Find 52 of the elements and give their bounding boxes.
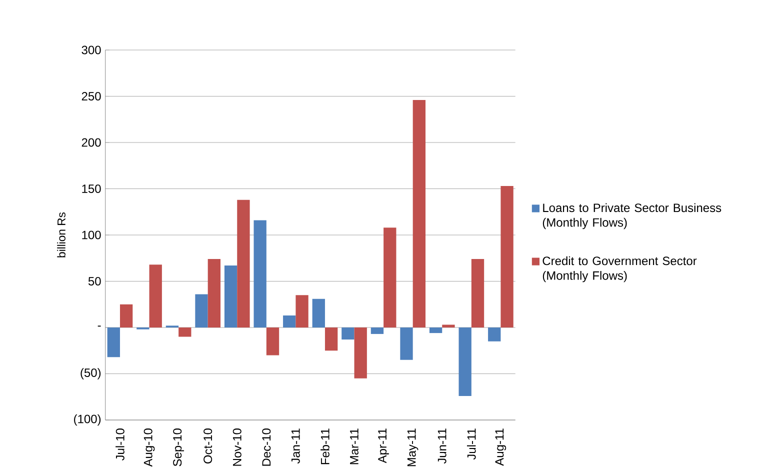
y-tick-label: 150 <box>82 184 101 194</box>
x-tick-label: Jun-11 <box>438 428 446 464</box>
bar <box>458 328 472 396</box>
bar <box>370 328 384 334</box>
x-tick-label: Sep-10 <box>173 428 184 466</box>
y-tick-label: 300 <box>82 46 101 54</box>
x-tick-label: Aug-11 <box>495 428 506 466</box>
x-tick-label: Oct-10 <box>204 428 212 464</box>
bar <box>149 264 162 328</box>
bar <box>429 328 442 334</box>
bar <box>342 328 354 340</box>
x-tick-label: Jan-11 <box>292 428 300 464</box>
y-axis-title: billion Rs <box>57 212 66 258</box>
bar <box>324 328 338 351</box>
bar <box>471 259 484 328</box>
x-tick-label: May-11 <box>407 428 418 466</box>
bar <box>120 304 133 328</box>
bar <box>283 316 296 328</box>
bar <box>354 328 367 378</box>
y-tick-label: 100 <box>82 230 101 240</box>
y-tick-label: (50) <box>80 368 101 380</box>
x-tick-label: Nov-10 <box>232 428 242 466</box>
x-tick-label: Apr-11 <box>378 428 389 464</box>
x-tick-label: Feb-11 <box>320 428 330 464</box>
bar <box>488 328 501 342</box>
y-tick-label: - <box>98 326 101 327</box>
x-tick-label: Dec-10 <box>262 428 271 466</box>
bar <box>224 266 238 328</box>
y-tick-label: 50 <box>88 277 101 286</box>
bar <box>442 324 455 328</box>
bar <box>237 200 250 328</box>
bar <box>400 328 413 360</box>
bar <box>208 259 221 328</box>
bar <box>312 298 325 328</box>
x-tick-label: Mar-11 <box>350 428 358 464</box>
bar <box>178 328 192 337</box>
bar <box>266 328 280 356</box>
legend-label: Loans to Private Sector Business (Monthly Flows) <box>542 203 722 230</box>
bar <box>384 228 396 328</box>
bar <box>107 328 120 358</box>
x-tick-label: Jul-11 <box>467 428 476 460</box>
bar <box>412 100 426 328</box>
bar <box>254 220 266 328</box>
x-tick-label: Jul-10 <box>116 428 124 461</box>
bar <box>296 295 308 328</box>
y-tick-label: 200 <box>82 138 101 147</box>
y-tick-label: 250 <box>82 92 101 101</box>
y-tick-label: (100) <box>74 414 101 426</box>
bar <box>195 294 208 328</box>
legend-label: Credit to Government Sector (Monthly Flows) <box>542 256 697 282</box>
x-tick-label: Aug-10 <box>144 428 155 467</box>
bar <box>500 186 514 328</box>
